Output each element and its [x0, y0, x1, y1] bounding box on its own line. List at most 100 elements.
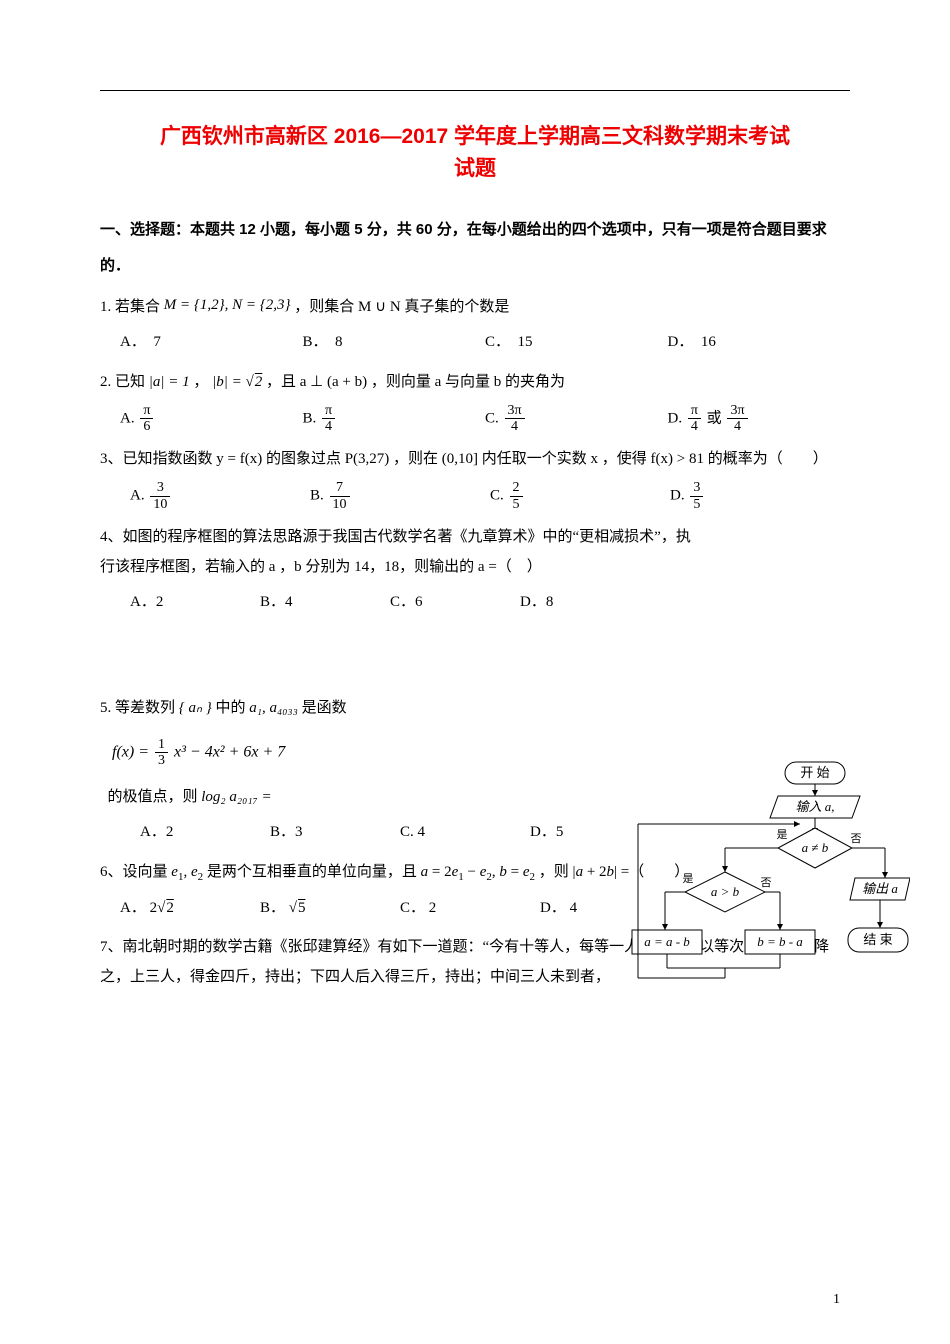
q2-c-d: 4: [505, 419, 525, 434]
q3-opt-d: D. 35: [670, 480, 850, 512]
question-3: 3、已知指数函数 y = f(x) 的图象过点 P(3,27) ，则在 (0,1…: [100, 444, 850, 474]
q3-opt-b: B. 710: [310, 480, 490, 512]
q1-expr: M = {1,2}, N = {2,3}: [164, 297, 291, 313]
question-4: 4、如图的程序框图的算法思路源于我国古代数学名著《九章算术》中的“更相减损术”，…: [100, 522, 700, 582]
q3-opt-a: A. 310: [130, 480, 310, 512]
q5-opt-b: B．3: [270, 818, 400, 847]
question-5: 5. 等差数列 { aₙ } 中的 a₁, a₄₀₃₃ 是函数: [100, 693, 620, 723]
q2-opt-c: C. 3π4: [485, 403, 668, 435]
q2-b-n: π: [322, 403, 335, 419]
flow-out: 输出 a: [862, 881, 898, 896]
q3-a-d: 10: [150, 497, 170, 512]
flow-left: a = a - b: [644, 934, 690, 949]
q5-stem-b: 中的: [216, 700, 246, 716]
flow-right: b = b - a: [757, 934, 803, 949]
q3-c-n: 2: [510, 480, 523, 496]
q5-terms: a₁, a₄₀₃₃: [249, 700, 298, 716]
q5-stem-a: 5. 等差数列: [100, 700, 175, 716]
flow-yes2: 是: [683, 872, 694, 885]
q3-d-d: 5: [690, 497, 703, 512]
q3-a-n: 3: [150, 480, 170, 496]
q2-mid: ，: [193, 374, 208, 390]
title-line-2: 试题: [454, 157, 496, 180]
q2-a-d: 6: [140, 419, 153, 434]
q1-opt-d: D． 16: [668, 328, 851, 357]
q6-c-pre: C．: [400, 900, 425, 916]
q2-d1-d: 4: [688, 419, 701, 434]
q5-fx-lhs: f(x) =: [112, 743, 153, 760]
q2-d2-d: 4: [727, 419, 747, 434]
q2-c-n: 3π: [505, 403, 525, 419]
q2-opt-a: A. π6: [120, 403, 303, 435]
q4-opt-c: C．6: [390, 588, 520, 617]
q6-opt-b: B． √5: [260, 894, 400, 923]
q2-d1-n: π: [688, 403, 701, 419]
q5-fx-d: 3: [155, 753, 168, 768]
q2-expr1: |a| = 1: [149, 374, 190, 390]
flow-no1: 否: [851, 833, 862, 845]
q5-opt-a: A．2: [140, 818, 270, 847]
q6-b-pre: B．: [260, 900, 285, 916]
q4-opt-a: A．2: [130, 588, 260, 617]
q3-a-pre: A.: [130, 488, 145, 504]
q6-opt-a: A． 2√2: [120, 894, 260, 923]
q6-a-pre: A．: [120, 900, 146, 916]
q2-stem-b: ，且 a ⊥ (a + b) ，则向量 a 与向量 b 的夹角为: [266, 374, 565, 390]
q2-b-d: 4: [322, 419, 335, 434]
q5-fx-n: 1: [155, 737, 168, 753]
q3-d-n: 3: [690, 480, 703, 496]
page-number: 1: [833, 1287, 840, 1314]
q2-a-n: π: [140, 403, 153, 419]
q2-c-pre: C.: [485, 410, 499, 426]
flow-end: 结 束: [863, 932, 892, 947]
q6-d-val: 4: [570, 900, 578, 916]
q4-options: A．2 B．4 C．6 D．8: [130, 588, 650, 617]
q1-stem-a: 1. 若集合: [100, 299, 160, 315]
q1-stem-b: ，则集合 M ∪ N 真子集的个数是: [294, 299, 509, 315]
q6-d-pre: D．: [540, 900, 566, 916]
section-1-heading: 一、选择题：本题共 12 小题，每小题 5 分，共 60 分，在每小题给出的四个…: [100, 212, 850, 284]
q3-d-pre: D.: [670, 488, 685, 504]
q6-c-val: 2: [429, 900, 437, 916]
flow-input: 输入 a,: [795, 799, 834, 814]
exam-title: 广西钦州市高新区 2016—2017 学年度上学期高三文科数学期末考试 试题: [100, 121, 850, 184]
q2-d2-n: 3π: [727, 403, 747, 419]
q5-options: A．2 B．3 C. 4 D．5: [140, 818, 660, 847]
q5-stem-c: 是函数: [302, 700, 347, 716]
q2-expr2: |b| = √2: [212, 374, 262, 390]
question-1: 1. 若集合 M = {1,2}, N = {2,3} ，则集合 M ∪ N 真…: [100, 290, 850, 322]
q3-b-d: 10: [330, 497, 350, 512]
q2-d-pre: D.: [668, 410, 683, 426]
q5-opt-c: C. 4: [400, 818, 530, 847]
q2-opt-b: B. π4: [303, 403, 486, 435]
flowchart-diagram: 开 始 输入 a, a ≠ b 是 否 a > b 是 否 a = a - b: [630, 760, 910, 990]
q4-opt-d: D．8: [520, 588, 650, 617]
question-2: 2. 已知 |a| = 1 ， |b| = √2 ，且 a ⊥ (a + b) …: [100, 367, 850, 397]
q2-opt-d: D. π4 或 3π4: [668, 403, 851, 435]
q5-fx-rest: x³ − 4x² + 6x + 7: [174, 743, 285, 760]
q5-seq: { aₙ }: [179, 700, 212, 716]
q4-opt-b: B．4: [260, 588, 390, 617]
q3-b-n: 7: [330, 480, 350, 496]
q3-b-pre: B.: [310, 488, 324, 504]
q3-c-pre: C.: [490, 488, 504, 504]
q2-d-or: 或: [707, 410, 726, 426]
q3-opt-c: C. 25: [490, 480, 670, 512]
q1-opt-b: B． 8: [303, 328, 486, 357]
q5-log: log₂ a₂₀₁₇ =: [201, 789, 271, 805]
flow-yes1: 是: [777, 828, 788, 841]
q1-opt-c: C． 15: [485, 328, 668, 357]
q1-options: A． 7 B． 8 C． 15 D． 16: [120, 328, 850, 357]
q1-opt-a: A． 7: [120, 328, 303, 357]
q6-options: A． 2√2 B． √5 C． 2 D． 4: [120, 894, 680, 923]
exam-page: 广西钦州市高新区 2016—2017 学年度上学期高三文科数学期末考试 试题 一…: [0, 0, 950, 1344]
q3-options: A. 310 B. 710 C. 25 D. 35: [130, 480, 850, 512]
q3-c-d: 5: [510, 497, 523, 512]
q2-a-pre: A.: [120, 410, 135, 426]
q5-tail-a: 的极值点，则: [108, 789, 198, 805]
flow-no2: 否: [761, 877, 772, 889]
q2-b-pre: B.: [303, 410, 317, 426]
flow-cond1: a ≠ b: [802, 840, 829, 855]
title-line-1: 广西钦州市高新区 2016—2017 学年度上学期高三文科数学期末考试: [160, 125, 790, 148]
top-rule: [100, 90, 850, 91]
